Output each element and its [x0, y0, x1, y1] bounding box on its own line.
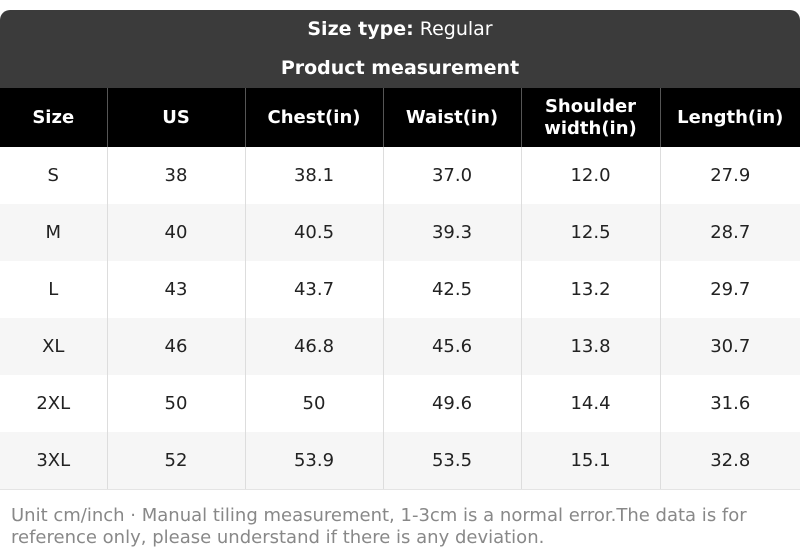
- column-header: Waist(in): [382, 88, 521, 147]
- table-row: S 38 38.1 37.0 12.0 27.9: [0, 147, 800, 204]
- table-cell: 50: [106, 375, 245, 432]
- column-header: Chest(in): [244, 88, 383, 147]
- table-cell: 13.2: [520, 261, 660, 318]
- column-header: Shoulder width(in): [520, 88, 660, 147]
- header-title: Product measurement: [280, 57, 520, 79]
- size-type: Size type: Regular: [0, 18, 800, 40]
- table-cell: 53.9: [244, 432, 383, 490]
- table-cell: 39.3: [382, 204, 521, 261]
- table-cell: 42.5: [382, 261, 521, 318]
- table-row: L 43 43.7 42.5 13.2 29.7: [0, 261, 800, 318]
- table-cell: 37.0: [382, 147, 521, 204]
- header: Size type: Regular Product measurement: [0, 10, 800, 88]
- table-cell: 27.9: [659, 147, 800, 204]
- table-cell: 50: [244, 375, 383, 432]
- table-row: M 40 40.5 39.3 12.5 28.7: [0, 204, 800, 261]
- table-cell: 13.8: [520, 318, 660, 375]
- table-cell: 32.8: [659, 432, 800, 490]
- table-cell: 12.0: [520, 147, 660, 204]
- size-table: Size US Chest(in) Waist(in) Shoulder width(i…: [0, 88, 800, 490]
- table-cell: 53.5: [382, 432, 521, 490]
- table-row: 2XL 50 50 49.6 14.4 31.6: [0, 375, 800, 432]
- table-cell: 38.1: [244, 147, 383, 204]
- table-cell: 45.6: [382, 318, 521, 375]
- table-cell: 49.6: [382, 375, 521, 432]
- table-cell: 46.8: [244, 318, 383, 375]
- table-cell: L: [48, 279, 59, 300]
- table-body: S 38 38.1 37.0 12.0 27.9 M 40 40.5 39.3 12.5 28.7 L 4…: [0, 147, 800, 490]
- table-row: XL 46 46.8 45.6 13.8 30.7: [0, 318, 800, 375]
- table-cell: 38: [106, 147, 245, 204]
- column-header: Size: [0, 88, 107, 147]
- table-cell: 43.7: [244, 261, 383, 318]
- column-header: US: [106, 88, 245, 147]
- table-cell: 30.7: [659, 318, 800, 375]
- table-cell: 14.4: [520, 375, 660, 432]
- table-cell: XL: [0, 318, 107, 375]
- size-type-label: Size type:: [307, 18, 414, 40]
- table-cell: 43: [106, 261, 245, 318]
- table-cell: 40: [106, 204, 245, 261]
- table-cell: 29.7: [659, 261, 800, 318]
- header-row: Size US Chest(in) Waist(in) Shoulder width(i…: [0, 88, 800, 147]
- table-cell: 3XL: [0, 432, 107, 490]
- table-cell: 31.6: [659, 375, 800, 432]
- table-cell: 52: [106, 432, 245, 490]
- table-cell: 12.5: [520, 204, 660, 261]
- table-cell: 15.1: [520, 432, 660, 490]
- table-cell: M: [0, 204, 107, 261]
- column-header: Length(in): [659, 88, 800, 147]
- size-type-value: Regular: [419, 18, 493, 40]
- footer-note: Unit cm/inch · Manual tiling measurement…: [11, 505, 747, 548]
- table-cell: 46: [106, 318, 245, 375]
- table-cell: 28.7: [659, 204, 800, 261]
- table-cell: 40.5: [244, 204, 383, 261]
- table-row: 3XL 52 53.9 53.5 15.1 32.8: [0, 432, 800, 490]
- table-cell: S: [47, 165, 59, 186]
- table-cell: 2XL: [36, 393, 71, 414]
